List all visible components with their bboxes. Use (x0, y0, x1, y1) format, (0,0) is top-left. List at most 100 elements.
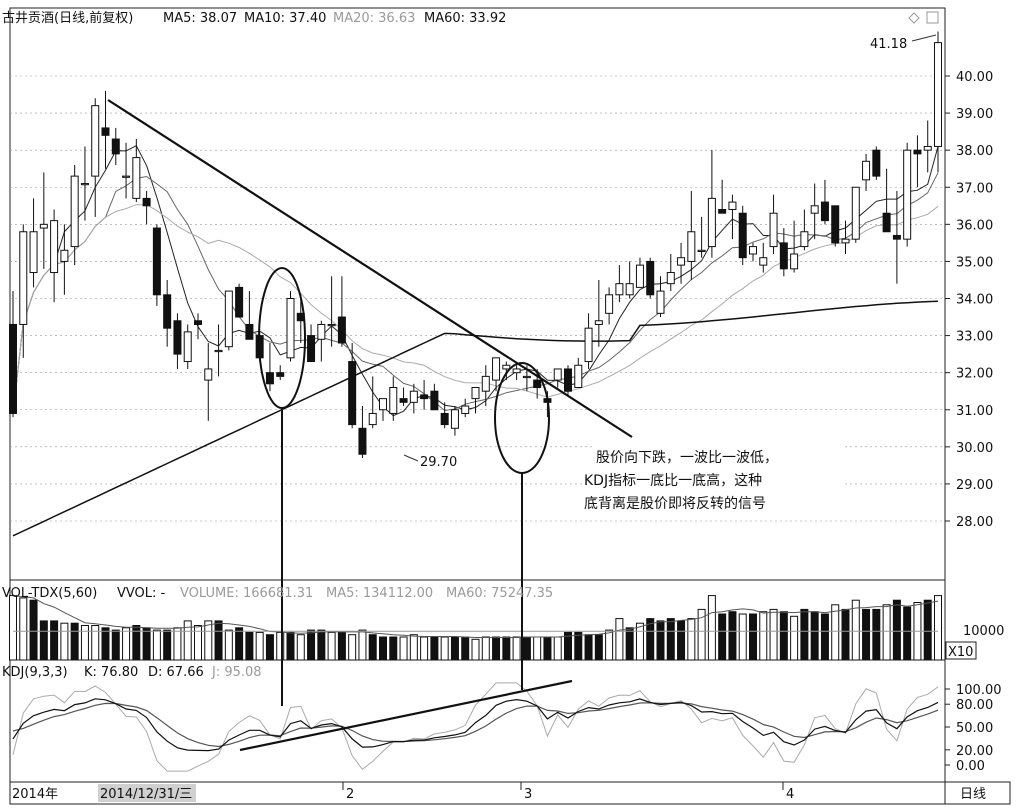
candle-up (502, 364, 511, 370)
volume-bar (39, 620, 48, 661)
candle (152, 224, 161, 306)
kdj-tick-label: 50.00 (956, 721, 993, 736)
candle (892, 190, 901, 284)
price-tick-label: 28.00 (956, 515, 993, 530)
candle-down (779, 242, 788, 270)
volume-bar (605, 629, 614, 661)
volume-bars (9, 595, 942, 661)
month-2-label: 2 (346, 787, 354, 802)
candle-down (101, 127, 110, 136)
candle-down (892, 234, 901, 240)
volume-bar (420, 636, 429, 661)
candle (882, 168, 891, 233)
candle-up (841, 238, 850, 244)
candle-down (348, 361, 357, 426)
candle (461, 398, 470, 418)
selected-date-box[interactable] (98, 784, 196, 802)
volume-bar (307, 629, 316, 661)
candle (276, 365, 285, 381)
candle-down (831, 205, 840, 244)
candle-up (790, 253, 799, 270)
volume-bar (245, 631, 254, 661)
candle (502, 361, 511, 381)
candle (646, 257, 655, 299)
candle (564, 365, 572, 395)
volume-bar (450, 636, 459, 661)
volume-bar (800, 608, 809, 661)
candle-up (183, 331, 192, 363)
candle (779, 228, 788, 277)
volume-bar (892, 599, 901, 661)
volume-bar (738, 613, 747, 661)
volume-bar (820, 613, 829, 661)
kdj-d-line (12, 702, 939, 748)
candle-up (91, 105, 100, 177)
annotation-line-1: 股价向下跌，一波比一波低， (596, 450, 778, 466)
candle (492, 357, 501, 392)
vol-tick: 10000 (963, 624, 1004, 639)
candle-up (769, 212, 778, 248)
price-tick-label: 35.00 (956, 255, 993, 270)
volume-bar (317, 629, 326, 661)
candle-up (687, 231, 696, 262)
candle (29, 198, 38, 288)
candle (91, 98, 100, 217)
volume-bar (492, 636, 501, 661)
kdj-tick-label: 0.00 (956, 759, 985, 774)
volume-bar (594, 634, 603, 661)
kdj-d-value: D: 67.66 (148, 665, 204, 680)
candle-down (440, 412, 449, 426)
candle-up (923, 145, 932, 151)
ma5-value: MA5: 38.07 (163, 11, 237, 26)
volume-bar (430, 636, 439, 661)
candle (471, 387, 480, 414)
volume-bar (194, 625, 202, 661)
volume-bar (60, 622, 69, 661)
volume-bar (481, 636, 490, 661)
candle-down (111, 138, 120, 155)
candle-up (594, 320, 603, 325)
volume-bar (646, 618, 655, 661)
candle-up (697, 249, 706, 252)
volume-bar (666, 618, 675, 661)
volume-bar (677, 620, 686, 661)
candle-down (265, 372, 274, 385)
volume-bar (122, 627, 131, 661)
candle-up (862, 160, 871, 181)
candle (800, 209, 809, 251)
candle-up (70, 175, 79, 248)
volume-bar (543, 636, 552, 661)
volume-bar (934, 595, 942, 661)
volume-bar (358, 629, 367, 661)
volume-bar (615, 618, 624, 661)
volume-bar (286, 631, 295, 661)
year-label: 2014年 (12, 787, 58, 802)
window-icon[interactable] (926, 11, 939, 24)
kdj-j-line (12, 682, 939, 772)
candle-up (471, 387, 480, 400)
volume-bar (841, 608, 850, 661)
volume-bar (718, 613, 727, 661)
high-price-label: 41.18 (870, 37, 907, 52)
price-tick-labels: 28.00 29.00 30.00 31.00 32.00 33.00 34.00 35.00… (945, 70, 993, 530)
ma10-value: MA10: 37.40 (244, 11, 326, 26)
vol-ma5-value: MA5: 134112.00 (326, 586, 433, 601)
candle-down (564, 368, 572, 392)
volume-bar (574, 631, 583, 661)
candle-up (214, 349, 223, 353)
volume-bar (163, 629, 172, 661)
candle (923, 120, 932, 173)
kdj-j-value: J: 95.08 (211, 665, 262, 680)
candle-up (409, 390, 418, 403)
period-label[interactable]: 日线 (960, 787, 986, 802)
price-tick-label: 34.00 (956, 293, 993, 308)
volume-bar (409, 634, 418, 661)
volume-bar (687, 618, 696, 661)
candle-up (80, 183, 89, 186)
volume-bar (152, 629, 161, 661)
volume-bar (553, 636, 562, 661)
grid-lines (10, 75, 945, 522)
volume-bar (91, 625, 100, 661)
diamond-icon[interactable] (908, 12, 920, 24)
price-tick-label: 36.00 (956, 218, 993, 233)
